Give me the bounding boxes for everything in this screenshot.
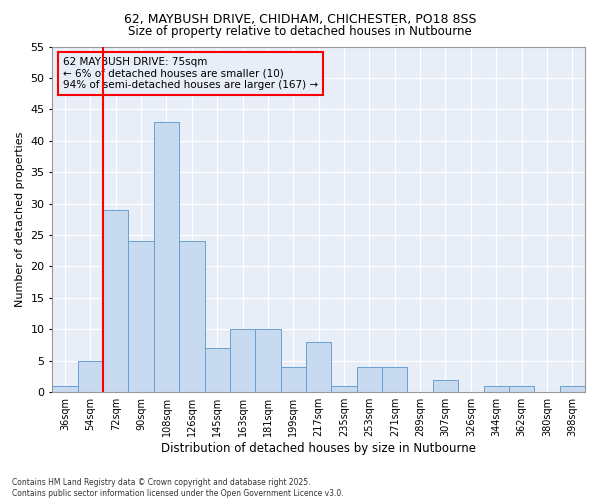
Text: Size of property relative to detached houses in Nutbourne: Size of property relative to detached ho… — [128, 25, 472, 38]
Bar — [357, 367, 382, 392]
Y-axis label: Number of detached properties: Number of detached properties — [15, 132, 25, 307]
Bar — [230, 330, 255, 392]
Text: 62 MAYBUSH DRIVE: 75sqm
← 6% of detached houses are smaller (10)
94% of semi-det: 62 MAYBUSH DRIVE: 75sqm ← 6% of detached… — [63, 57, 318, 90]
Bar — [128, 242, 154, 392]
Bar — [103, 210, 128, 392]
Bar — [52, 386, 77, 392]
Bar — [484, 386, 509, 392]
X-axis label: Distribution of detached houses by size in Nutbourne: Distribution of detached houses by size … — [161, 442, 476, 455]
Bar — [382, 367, 407, 392]
Text: Contains HM Land Registry data © Crown copyright and database right 2025.
Contai: Contains HM Land Registry data © Crown c… — [12, 478, 344, 498]
Bar — [281, 367, 306, 392]
Bar — [154, 122, 179, 392]
Bar — [331, 386, 357, 392]
Bar — [179, 242, 205, 392]
Bar — [509, 386, 534, 392]
Text: 62, MAYBUSH DRIVE, CHIDHAM, CHICHESTER, PO18 8SS: 62, MAYBUSH DRIVE, CHIDHAM, CHICHESTER, … — [124, 12, 476, 26]
Bar — [255, 330, 281, 392]
Bar — [433, 380, 458, 392]
Bar — [77, 361, 103, 392]
Bar — [306, 342, 331, 392]
Bar — [560, 386, 585, 392]
Bar — [205, 348, 230, 392]
